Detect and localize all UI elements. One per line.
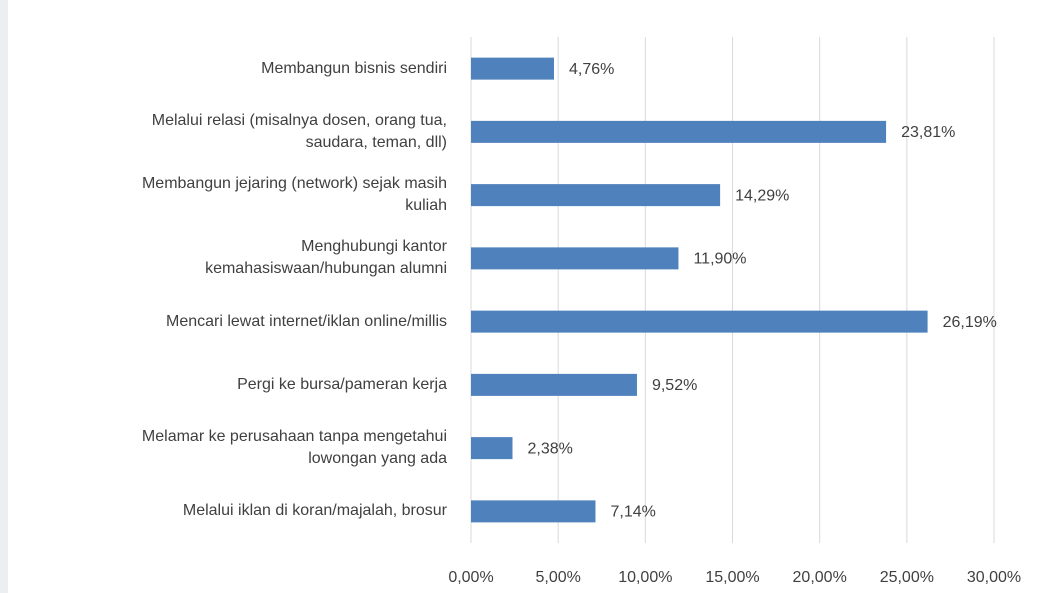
y-tick-label: Membangun bisnis sendiri (261, 59, 447, 77)
y-tick-label: Mencari lewat internet/iklan online/mill… (165, 312, 447, 330)
data-label: 7,14% (610, 504, 655, 521)
data-label: 23,81% (901, 124, 955, 141)
x-tick-label: 10,00% (618, 569, 672, 586)
chart-area (8, 0, 1052, 593)
x-tick-label: 30,00% (967, 569, 1021, 586)
x-tick-label: 20,00% (793, 569, 847, 586)
x-tick-label: 25,00% (880, 569, 934, 586)
bar (471, 247, 679, 270)
data-label: 26,19% (943, 314, 997, 331)
x-tick-label: 5,00% (535, 569, 580, 586)
bar (471, 310, 928, 333)
y-tick-label: Melamar ke perusahaan tanpa mengetahui l… (141, 428, 447, 468)
bar (471, 373, 637, 396)
bar (471, 57, 554, 80)
x-tick-label: 0,00% (448, 569, 493, 586)
y-tick-label: Menghubungi kantor kemahasiswaan/hubunga… (205, 238, 447, 278)
data-label: 2,38% (527, 440, 572, 457)
y-tick-label: Melalui iklan di koran/majalah, brosur (182, 502, 447, 520)
data-label: 14,29% (735, 187, 789, 204)
y-tick-label: Melalui relasi (misalnya dosen, orang tu… (151, 111, 447, 151)
data-label: 4,76% (569, 61, 614, 78)
y-tick-label: Membangun jejaring (network) sejak masih… (141, 175, 447, 215)
bar (471, 120, 887, 143)
x-tick-label: 15,00% (705, 569, 759, 586)
data-label: 11,90% (693, 251, 746, 268)
bar (471, 184, 721, 207)
bar (471, 437, 513, 460)
data-label: 9,52% (652, 377, 697, 394)
y-tick-label: Pergi ke bursa/pameran kerja (237, 375, 447, 393)
bar (471, 500, 596, 523)
